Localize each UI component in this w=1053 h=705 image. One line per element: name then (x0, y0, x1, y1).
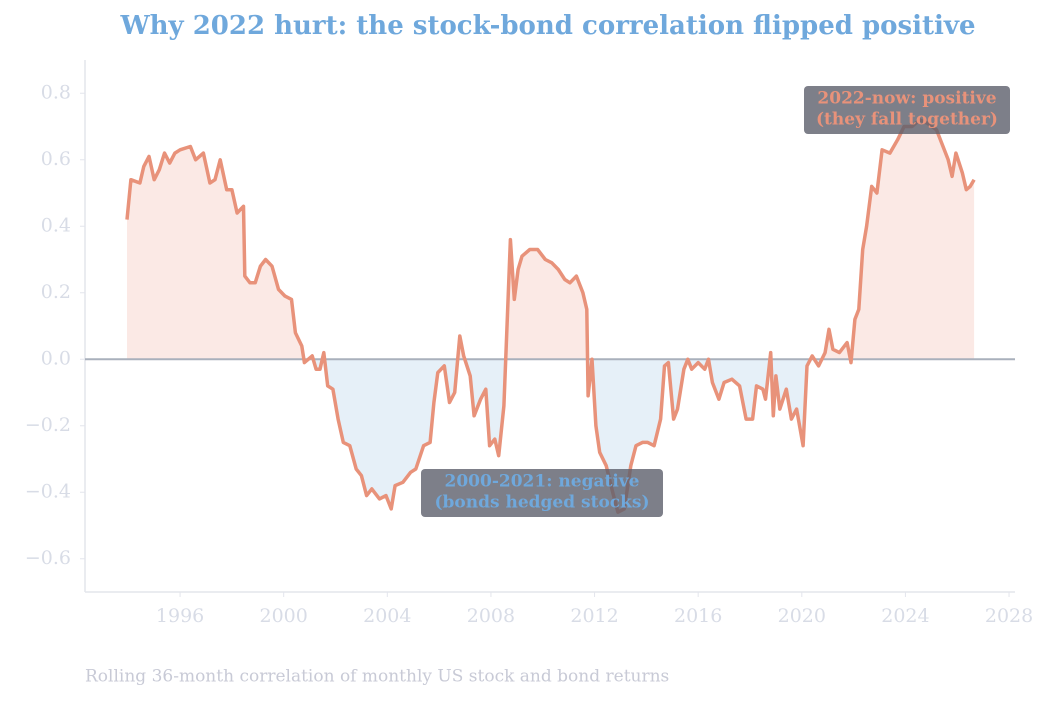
y-tick-label: 0.4 (41, 214, 71, 236)
y-tick-label: −0.4 (25, 480, 71, 502)
correlation-line (125, 118, 976, 514)
negative-area (127, 359, 975, 513)
annotation-box (421, 469, 663, 517)
chart-note: Rolling 36-month correlation of monthly … (85, 667, 669, 687)
x-tick-label: 2008 (467, 605, 515, 627)
y-tick-label: 0.0 (41, 347, 71, 369)
x-tick-label: 2016 (674, 605, 722, 627)
x-tick-label: 2028 (985, 605, 1033, 627)
annotation-text: (they fall together) (816, 110, 998, 130)
x-tick-label: 2012 (570, 605, 618, 627)
y-tick-label: 0.6 (41, 148, 71, 170)
x-tick-label: 2024 (881, 605, 929, 627)
annotation-text: 2022-now: positive (817, 89, 996, 109)
annotation-box (804, 86, 1010, 134)
x-tick-label: 2000 (260, 605, 308, 627)
positive-area (127, 119, 975, 360)
annotation-text: (bonds hedged stocks) (434, 493, 649, 513)
y-tick-label: 0.2 (41, 281, 71, 303)
y-tick-label: −0.2 (25, 414, 71, 436)
x-tick-label: 2004 (363, 605, 411, 627)
x-tick-label: 1996 (156, 605, 204, 627)
y-tick-label: 0.8 (41, 81, 71, 103)
y-tick-label: −0.6 (25, 547, 71, 569)
x-tick-label: 2020 (778, 605, 826, 627)
annotation-text: 2000-2021: negative (445, 472, 640, 492)
chart-title: Why 2022 hurt: the stock-bond correlatio… (119, 11, 975, 41)
